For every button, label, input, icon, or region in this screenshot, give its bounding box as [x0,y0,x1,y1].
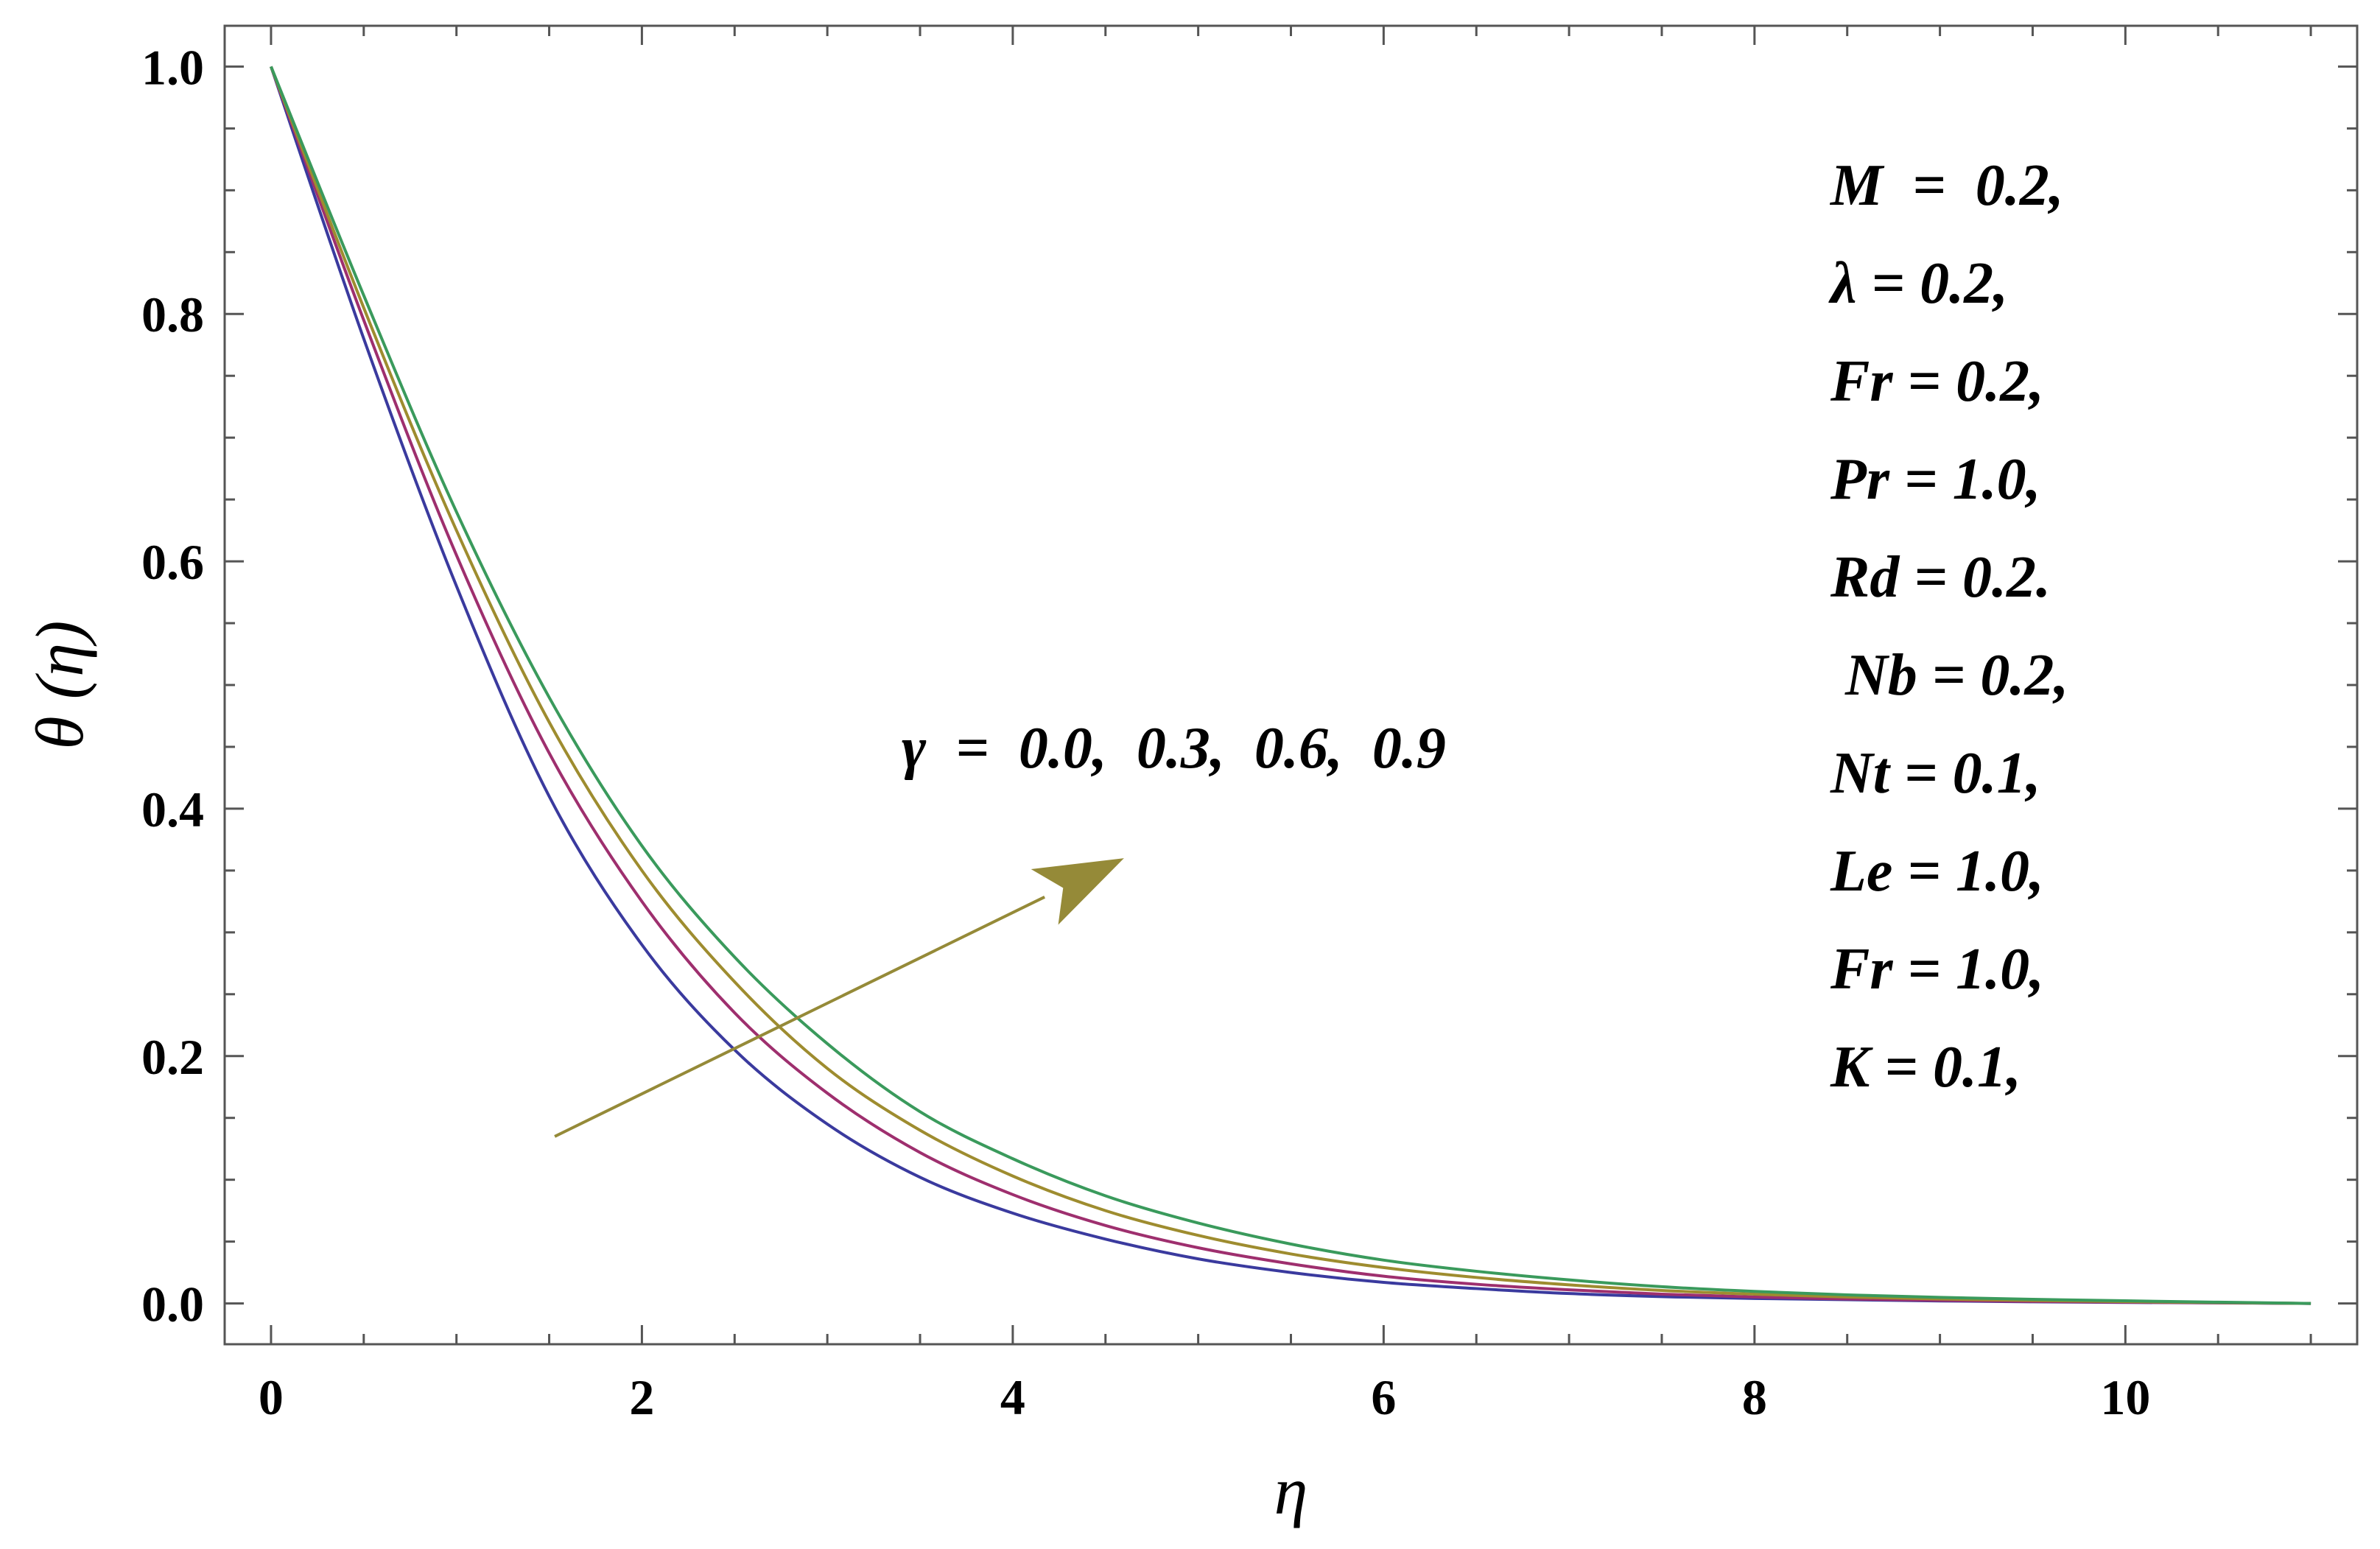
series-group [270,66,2311,1305]
x-tick-label: 8 [1742,1369,1767,1425]
gamma-arrow-shaft [554,895,1046,1138]
series-line-3 [270,66,2311,1305]
y-tick-label: 0.6 [141,534,204,590]
parameter-legend: M = 0.2, λ = 0.2, Fr = 0.2, Pr = 1.0, Rd = 0… [1828,153,2068,1100]
y-tick-label: 0.8 [141,287,204,343]
gamma-annotation-label: γ = 0.0, 0.3, 0.6, 0.9 [902,716,1446,781]
ticks-group [225,26,2357,1344]
parameter-item: Nt = 0.1, [1830,741,2041,806]
x-tick-label: 2 [629,1369,654,1425]
parameter-item: Rd = 0.2. [1830,545,2051,610]
y-tick-label: 0.0 [141,1276,204,1332]
y-tick-label: 0.2 [141,1029,204,1085]
parameter-item: Nb = 0.2, [1830,643,2068,708]
x-tick-label: 10 [2100,1369,2150,1425]
x-axis-label: η [1274,1453,1308,1528]
series-line-4 [270,66,2311,1305]
x-tick-label: 4 [1000,1369,1025,1425]
tick-labels-group: 0 2 4 6 8 10 0.0 0.2 0.4 0.6 0.8 1.0 [141,39,2150,1425]
x-tick-label: 0 [259,1369,284,1425]
y-tick-label: 1.0 [141,39,204,95]
annotation-group: γ = 0.0, 0.3, 0.6, 0.9 [554,716,1446,1138]
gamma-arrow-head [1031,858,1124,925]
y-axis-label: θ (η) [22,620,97,749]
parameter-item: Le = 1.0, [1830,839,2044,904]
parameter-item: K = 0.1, [1830,1035,2021,1100]
parameter-item: M = 0.2, [1829,153,2064,218]
parameter-item: Pr = 1.0, [1830,447,2041,512]
parameter-item: Fr = 0.2, [1830,349,2044,414]
y-tick-label: 0.4 [141,781,204,837]
parameter-item: Fr = 1.0, [1830,937,2044,1002]
parameter-item: λ = 0.2, [1828,251,2008,316]
x-tick-label: 6 [1371,1369,1396,1425]
